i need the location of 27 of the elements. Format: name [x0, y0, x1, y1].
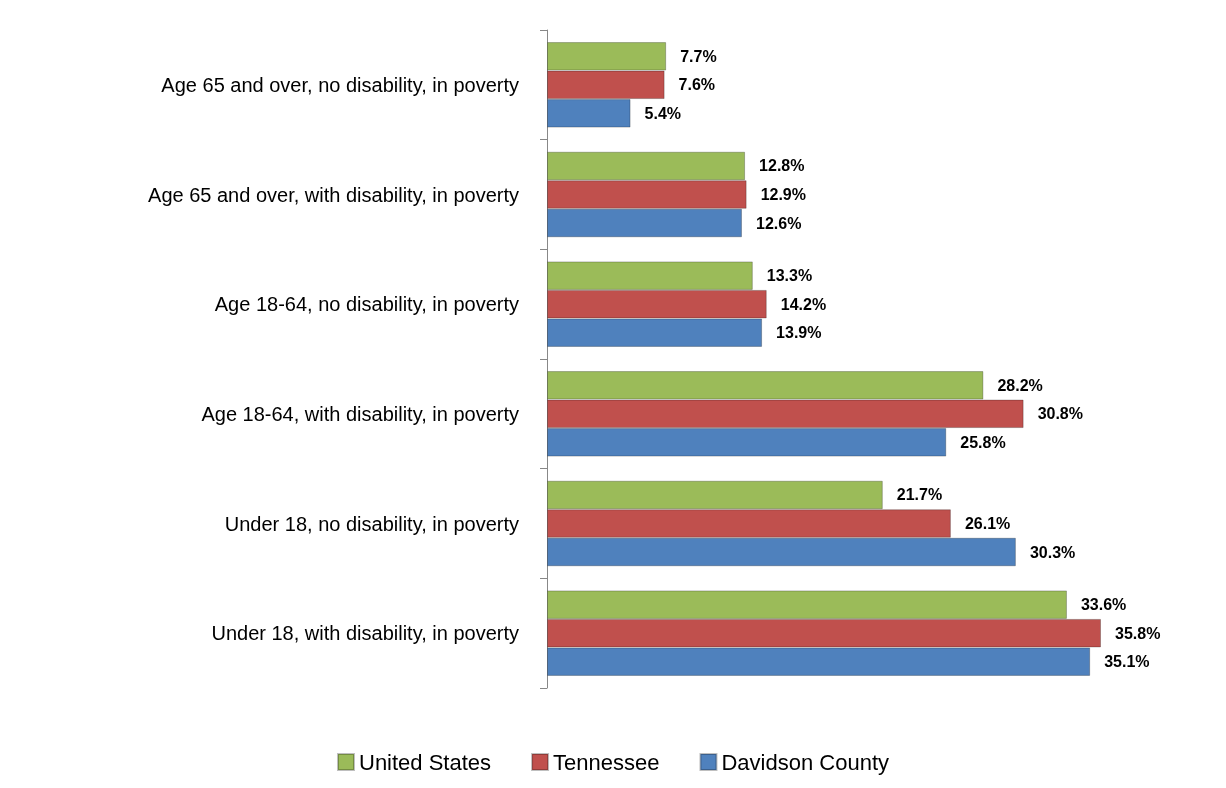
- y-tick-label: Age 65 and over, with disability, in poverty: [148, 183, 519, 206]
- data-label: 13.3%: [766, 267, 813, 285]
- data-label: 28.2%: [997, 376, 1043, 394]
- data-label: 14.2%: [780, 295, 827, 313]
- y-tick-label: Under 18, no disability, in poverty: [224, 512, 519, 535]
- data-label: 30.8%: [1037, 405, 1084, 423]
- data-label: 33.6%: [1080, 596, 1127, 614]
- data-label: 30.3%: [1029, 543, 1076, 561]
- y-tick-label: Under 18, with disability, in poverty: [211, 622, 519, 645]
- data-label: 26.1%: [964, 515, 1011, 532]
- data-label: 21.7%: [896, 486, 943, 504]
- data-label: 7.6%: [678, 76, 716, 94]
- legend-label: Davidson County: [721, 749, 890, 775]
- y-tick-label: Age 18-64, no disability, in poverty: [214, 293, 519, 316]
- legend-label: Tennessee: [553, 749, 660, 775]
- data-label: 25.8%: [960, 433, 1006, 451]
- data-label: 12.9%: [760, 186, 806, 203]
- data-label: 12.8%: [759, 157, 805, 175]
- data-label: 35.1%: [1104, 653, 1150, 671]
- data-label: 7.7%: [680, 47, 717, 65]
- data-label: 12.6%: [755, 214, 802, 232]
- data-label: 35.8%: [1115, 624, 1161, 642]
- legend-label: United States: [358, 749, 492, 775]
- y-tick-label: Age 18-64, with disability, in poverty: [201, 402, 519, 425]
- y-tick-label: Age 65 and over, no disability, in poverty: [161, 73, 519, 96]
- data-label: 5.4%: [644, 104, 682, 122]
- data-label: 13.9%: [776, 324, 822, 342]
